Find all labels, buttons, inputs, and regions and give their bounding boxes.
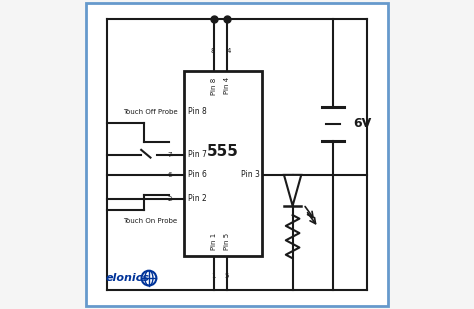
Text: 7: 7 [168, 151, 172, 158]
Text: 8: 8 [210, 48, 215, 54]
Text: 1: 1 [211, 273, 216, 279]
Text: 6: 6 [168, 172, 172, 178]
Text: 2: 2 [168, 196, 172, 202]
Text: elonics: elonics [106, 273, 150, 283]
Text: 555: 555 [207, 144, 239, 159]
Text: Touch Off Probe: Touch Off Probe [123, 109, 177, 115]
Text: 5: 5 [225, 273, 229, 279]
Text: Pin 4: Pin 4 [224, 77, 230, 94]
Text: Pin 6: Pin 6 [188, 170, 207, 180]
Text: Pin 2: Pin 2 [188, 194, 207, 204]
Text: 4: 4 [226, 48, 231, 54]
Polygon shape [284, 175, 301, 206]
Text: Pin 1: Pin 1 [211, 233, 217, 250]
Bar [184, 71, 262, 256]
Text: Pin 3: Pin 3 [241, 170, 260, 180]
Text: Pin 5: Pin 5 [224, 233, 230, 250]
Text: Touch On Probe: Touch On Probe [123, 218, 177, 224]
Text: Pin 8: Pin 8 [188, 107, 207, 116]
Text: Pin 7: Pin 7 [188, 150, 207, 159]
Text: Pin 8: Pin 8 [211, 77, 217, 95]
Text: 6V: 6V [353, 117, 371, 130]
